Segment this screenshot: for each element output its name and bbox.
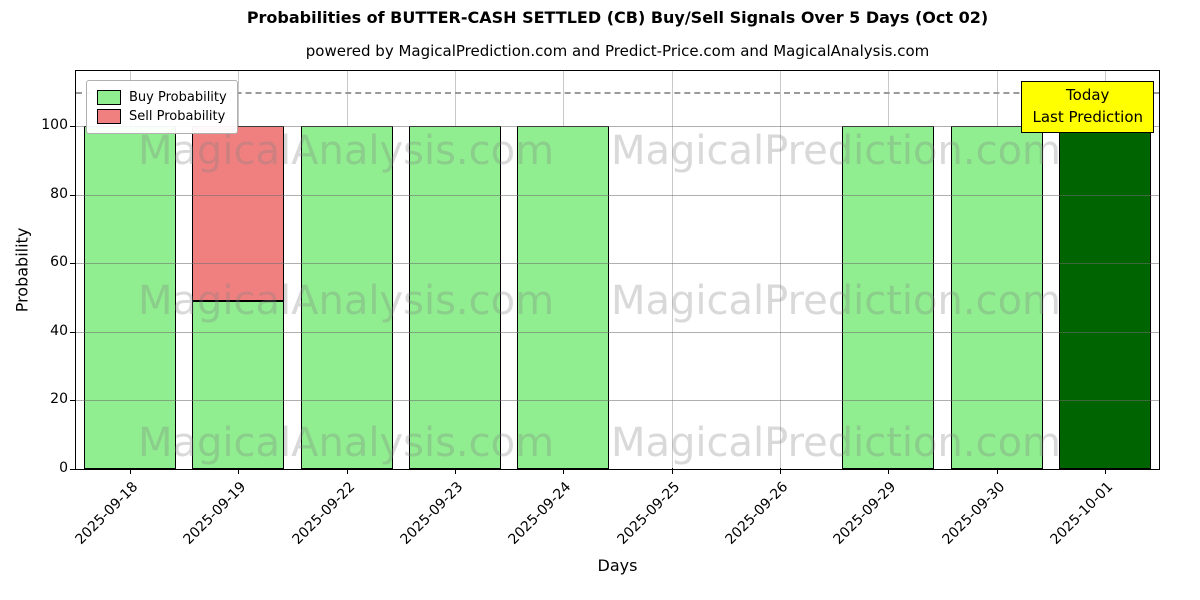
chart-title: Probabilities of BUTTER-CASH SETTLED (CB… <box>246 8 989 27</box>
watermark-text: MagicalPrediction.com <box>611 278 1061 324</box>
watermark-text: MagicalAnalysis.com <box>137 128 555 174</box>
x-tick-mark <box>1104 468 1106 474</box>
y-tick-label: 100 <box>41 116 68 133</box>
grid-line-horizontal <box>76 263 1159 265</box>
x-tick-label: 2025-09-18 <box>72 479 142 548</box>
plot-area: Buy Probability Sell Probability Today L… <box>73 70 1160 548</box>
x-tick-label: 2025-09-29 <box>830 479 900 548</box>
x-tick-mark <box>238 468 240 474</box>
buy-probability-bar <box>84 125 177 469</box>
x-tick-mark <box>563 468 565 474</box>
grid-line-horizontal <box>76 331 1159 333</box>
legend-label-sell: Sell Probability <box>129 109 226 124</box>
x-tick-mark <box>455 468 457 474</box>
annotation-line-today: Today <box>1066 86 1110 104</box>
x-axis-label: Days <box>597 556 638 575</box>
watermark-text: MagicalAnalysis.com <box>137 420 555 466</box>
legend-label-buy: Buy Probability <box>129 90 227 105</box>
watermark-text: MagicalPrediction.com <box>611 128 1061 174</box>
legend-item-sell: Sell Probability <box>97 109 227 124</box>
x-tick-mark <box>130 468 132 474</box>
annotation-line-last-prediction: Last Prediction <box>1032 107 1143 126</box>
y-tick-mark <box>70 400 76 402</box>
x-tick-label: 2025-09-19 <box>180 479 250 548</box>
x-tick-mark <box>671 468 673 474</box>
sell-probability-bar <box>192 125 285 301</box>
grid-line-horizontal <box>76 194 1159 196</box>
chart-subtitle: powered by MagicalPrediction.com and Pre… <box>305 42 930 60</box>
y-tick-label: 40 <box>50 322 68 339</box>
y-tick-label: 20 <box>50 391 68 408</box>
y-tick-mark <box>70 469 76 470</box>
x-tick-label: 2025-09-24 <box>505 479 575 548</box>
y-tick-mark <box>70 125 76 127</box>
buy-probability-bar <box>192 300 285 469</box>
y-tick-label: 80 <box>50 185 68 202</box>
x-tick-mark <box>888 468 890 474</box>
x-tick-mark <box>346 468 348 474</box>
y-tick-mark <box>70 194 76 196</box>
buy-probability-bar <box>950 125 1043 469</box>
x-tick-label: 2025-09-26 <box>722 479 792 548</box>
grid-line-horizontal <box>76 400 1159 402</box>
grid-line-horizontal <box>76 125 1159 127</box>
buy-probability-bar <box>842 125 935 469</box>
threshold-dashed-line <box>76 91 1159 94</box>
grid-line-vertical <box>671 71 673 469</box>
buy-probability-bar <box>300 125 393 469</box>
x-tick-label: 2025-09-30 <box>939 479 1008 548</box>
x-tick-label: 2025-09-22 <box>289 479 359 548</box>
sell-probability-swatch <box>97 109 121 124</box>
x-tick-label: 2025-09-25 <box>614 479 683 548</box>
today-prediction-bar <box>1058 125 1151 469</box>
buy-probability-bar <box>517 125 610 469</box>
y-tick-label: 60 <box>50 254 68 271</box>
today-annotation-box: Today Last Prediction <box>1021 81 1154 133</box>
legend: Buy Probability Sell Probability <box>86 80 238 134</box>
grid-line-vertical <box>779 71 781 469</box>
y-tick-mark <box>70 263 76 265</box>
y-tick-label: 0 <box>59 460 68 476</box>
watermark-text: MagicalAnalysis.com <box>137 278 555 324</box>
x-tick-mark <box>996 468 998 474</box>
watermark-text: MagicalPrediction.com <box>611 420 1061 466</box>
x-tick-label: 2025-10-01 <box>1047 479 1117 548</box>
x-tick-mark <box>779 468 781 474</box>
buy-probability-bar <box>409 125 502 469</box>
x-tick-label: 2025-09-23 <box>397 479 467 548</box>
legend-item-buy: Buy Probability <box>97 90 227 105</box>
y-tick-mark <box>70 331 76 333</box>
buy-probability-swatch <box>97 90 121 105</box>
